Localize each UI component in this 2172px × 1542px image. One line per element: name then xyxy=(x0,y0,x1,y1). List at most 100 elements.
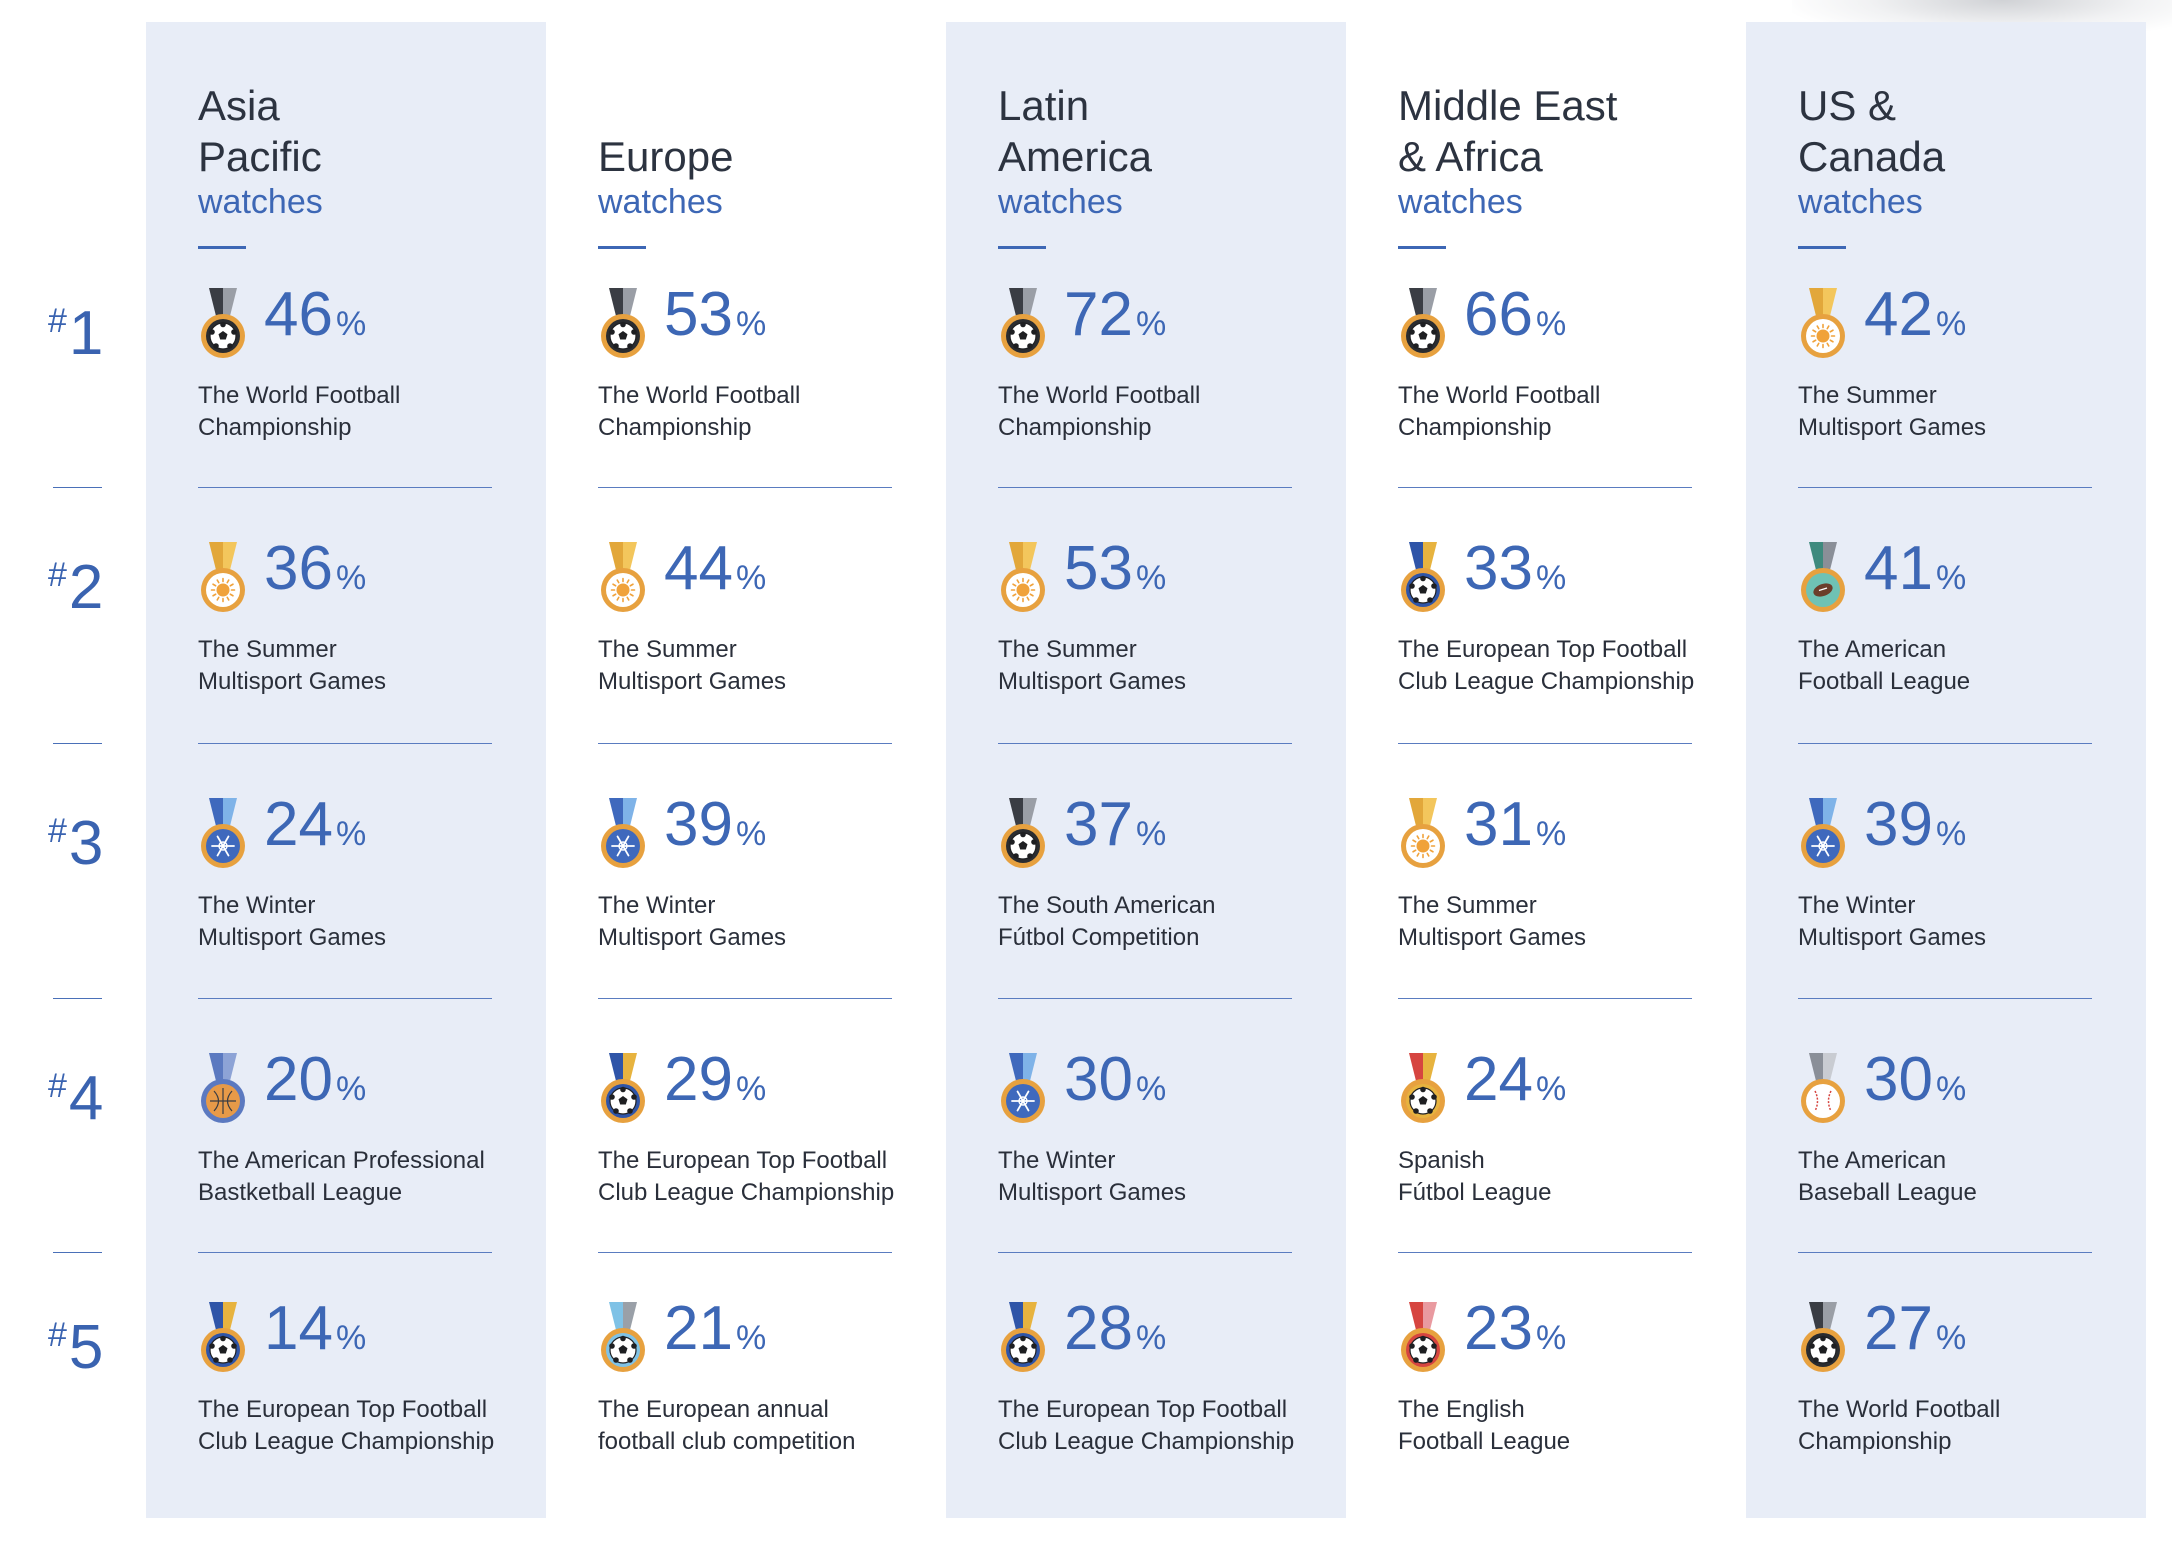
sun-ray xyxy=(1026,579,1030,584)
ball-patch xyxy=(1427,1357,1433,1363)
ball-patch xyxy=(218,1345,228,1354)
row-separator xyxy=(1398,487,1692,488)
ball-patch xyxy=(1431,1094,1437,1100)
event-name: The World Football Championship xyxy=(598,380,918,444)
event-name: The European Top Football Club League Cha… xyxy=(598,1145,918,1209)
sun-ray xyxy=(1012,583,1017,587)
ball-patch xyxy=(1413,343,1419,349)
ball-patch xyxy=(1409,1094,1415,1100)
row-separator xyxy=(1798,743,2092,744)
ribbon-right xyxy=(1823,288,1837,316)
percent-sign: % xyxy=(335,815,367,853)
event-name: The European annual football club competi… xyxy=(598,1394,918,1458)
region-column: Middle East & Africa watches 66% The World F… xyxy=(1398,0,1798,1542)
ball-patch xyxy=(620,1335,626,1342)
row-separator xyxy=(998,998,1292,999)
ball-patch xyxy=(1013,1357,1019,1363)
event-name-line: The South American xyxy=(998,892,1216,919)
percent-sign: % xyxy=(735,1070,767,1108)
ribbon-left xyxy=(1409,1053,1423,1081)
ranking-cell: 42% The Summer Multisport Games xyxy=(1798,280,2118,488)
event-name-line: Spanish xyxy=(1398,1147,1485,1174)
basketball-medal-icon xyxy=(201,1053,245,1123)
ball-patch xyxy=(1018,841,1028,850)
ranking-cell: 72% The World Football Championship xyxy=(998,280,1318,488)
ball-patch xyxy=(1418,585,1428,594)
percentage-value: 29% xyxy=(664,1045,766,1124)
ribbon-left xyxy=(1809,798,1823,826)
ribbon-right xyxy=(1823,1302,1837,1330)
ball-patch xyxy=(1818,1345,1828,1354)
ranking-cell: 37% The South American Fútbol Competition xyxy=(998,790,1318,998)
event-name-line: The American xyxy=(1798,636,1947,663)
event-name-line: Multisport Games xyxy=(598,668,787,695)
column-band xyxy=(946,22,1346,1518)
ribbon-left xyxy=(209,1053,223,1081)
ribbon-left xyxy=(1809,542,1823,570)
ranking-cell: 31% The Summer Multisport Games xyxy=(1398,790,1718,998)
sun-ray xyxy=(1029,593,1034,597)
event-name-line: Championship xyxy=(598,414,752,441)
event-name-line: The Winter xyxy=(1798,892,1916,919)
region-header: Asia Pacific watches xyxy=(198,80,538,222)
ball-patch xyxy=(1027,853,1033,859)
ribbon-left xyxy=(1009,798,1023,826)
ribbon-right xyxy=(1423,1302,1437,1330)
event-name-line: football club competition xyxy=(598,1428,856,1455)
ranking-cell: 28% The European Top Football Club League … xyxy=(998,1294,1318,1502)
ball-patch xyxy=(1431,583,1437,589)
snowflake-center xyxy=(218,841,228,851)
event-name-line: Club League Championship xyxy=(598,1179,895,1206)
percentage-value: 23% xyxy=(1464,1294,1566,1373)
row-separator xyxy=(198,743,492,744)
percentage-number: 27 xyxy=(1864,1294,1933,1363)
rank-hash: # xyxy=(48,556,67,594)
region-column: US & Canada watches 42% The Summer Multisport… xyxy=(1798,0,2172,1542)
blue-snowflake-medal-icon xyxy=(201,798,245,868)
event-name-line: Championship xyxy=(1398,414,1552,441)
ranking-cell: 27% The World Football Championship xyxy=(1798,1294,2118,1502)
sun-ray xyxy=(212,593,217,597)
event-name-line: The European annual xyxy=(598,1396,829,1423)
percent-sign: % xyxy=(1935,305,1967,343)
row-separator xyxy=(598,487,892,488)
percentage-value: 24% xyxy=(264,790,366,869)
event-name-line: Bastketball League xyxy=(198,1179,403,1206)
sun-core xyxy=(1016,583,1030,597)
ribbon-left xyxy=(209,1302,223,1330)
event-name-line: The Summer xyxy=(1798,382,1937,409)
ribbon-right xyxy=(623,1302,637,1330)
ribbon-left xyxy=(1809,1302,1823,1330)
ball-patch xyxy=(1427,1108,1433,1114)
percentage-value: 72% xyxy=(1064,280,1166,359)
ball-patch xyxy=(1027,1357,1033,1363)
header-underline xyxy=(198,246,246,249)
event-name-line: The Summer xyxy=(198,636,337,663)
sun-ray xyxy=(1016,579,1020,584)
ball-patch xyxy=(1409,329,1415,335)
sun-ray xyxy=(1826,325,1830,330)
sun-ray xyxy=(1812,339,1817,343)
ball-patch xyxy=(1418,1096,1428,1105)
percent-sign: % xyxy=(735,559,767,597)
event-name-line: Multisport Games xyxy=(998,668,1187,695)
sun-ray xyxy=(226,596,230,601)
ribbon-right xyxy=(1423,542,1437,570)
column-band xyxy=(1746,22,2146,1518)
ball-patch xyxy=(1018,331,1028,340)
percentage-value: 24% xyxy=(1464,1045,1566,1124)
event-name-line: Multisport Games xyxy=(1798,414,1987,441)
sun-ray xyxy=(626,579,630,584)
ball-patch xyxy=(1809,1343,1815,1349)
ball-patch xyxy=(1409,583,1415,589)
region-column: Europe watches 53% The World Football Champi… xyxy=(598,0,998,1542)
ball-patch xyxy=(1820,1335,1826,1342)
event-name: The World Football Championship xyxy=(198,380,518,444)
ribbon-left xyxy=(609,1053,623,1081)
ranking-cell: 53% The World Football Championship xyxy=(598,280,918,488)
percentage-value: 42% xyxy=(1864,280,1966,359)
event-name: The European Top Football Club League Cha… xyxy=(1398,634,1718,698)
watches-label: watches xyxy=(1798,183,1923,221)
ranking-cell: 24% Spanish Fútbol League xyxy=(1398,1045,1718,1253)
medal-disc xyxy=(1806,1084,1840,1118)
